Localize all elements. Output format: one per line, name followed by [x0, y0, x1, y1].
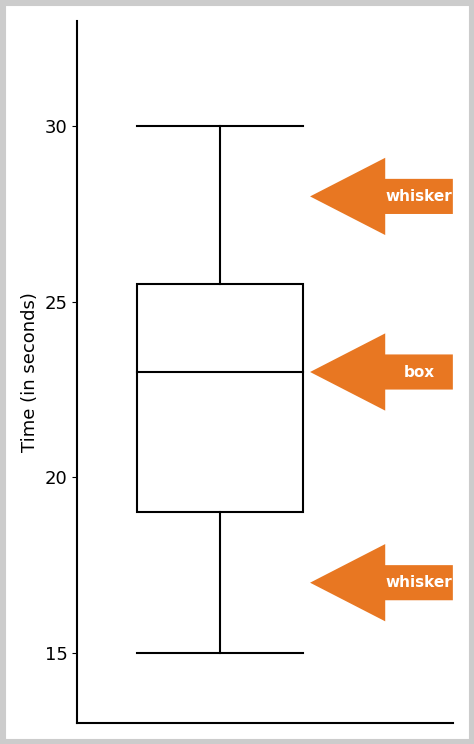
Y-axis label: Time (in seconds): Time (in seconds) [21, 292, 39, 452]
Bar [137, 284, 302, 513]
Text: whisker: whisker [386, 575, 452, 590]
Text: box: box [403, 365, 435, 379]
Polygon shape [310, 333, 453, 411]
Polygon shape [310, 158, 453, 235]
Polygon shape [310, 544, 453, 621]
Text: whisker: whisker [386, 189, 452, 204]
